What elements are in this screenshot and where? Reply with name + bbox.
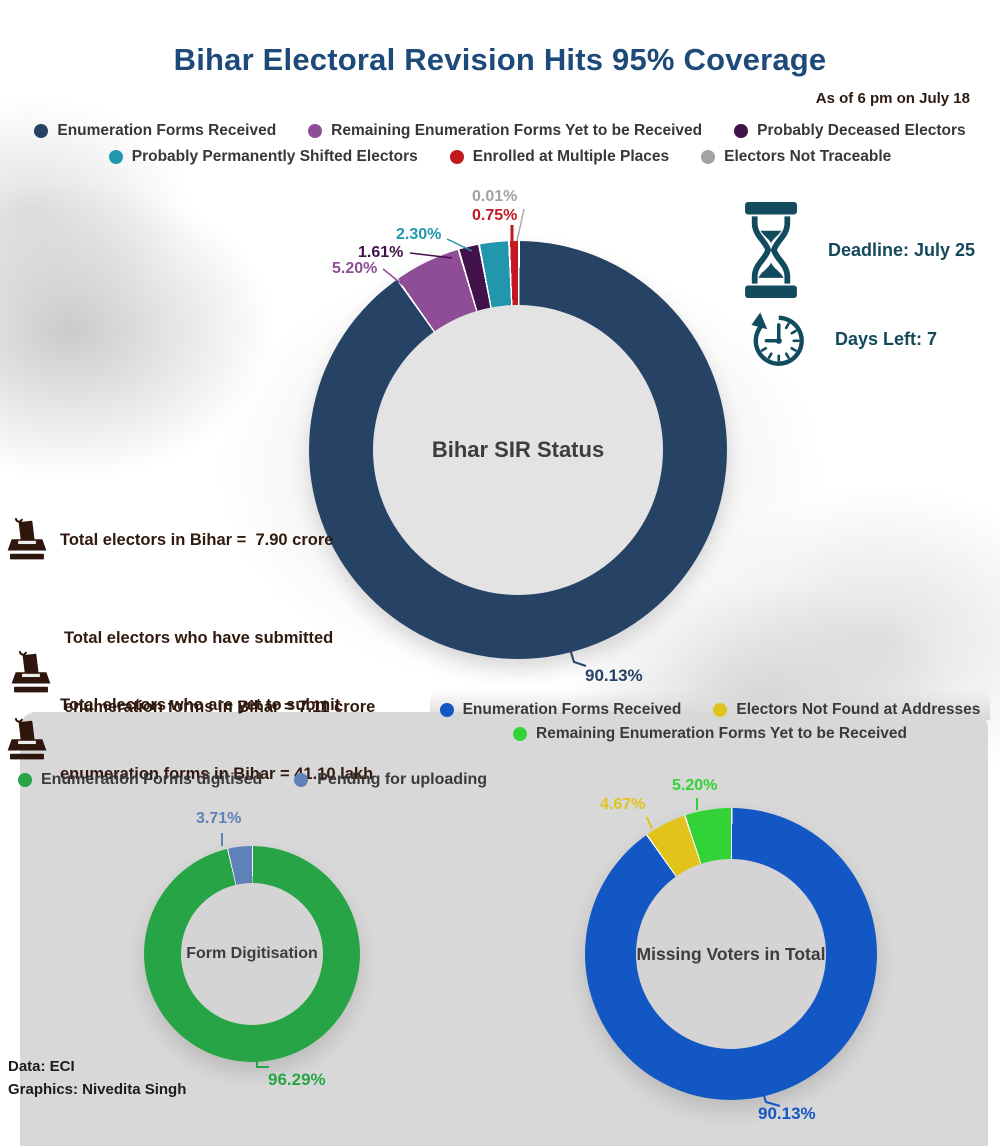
legend-item: Probably Deceased Electors: [734, 122, 966, 140]
slice-label-shifted: 2.30%: [396, 226, 442, 243]
chart-center-label: Form Digitisation: [186, 945, 318, 962]
legend-row: Enumeration Forms digitised Pending for …: [17, 771, 487, 789]
ballot-box-icon: [11, 650, 51, 693]
slice-label-remaining-forms: 5.20%: [672, 777, 718, 794]
slice-label-forms-received: 90.13%: [758, 1104, 816, 1123]
legend-dot: [34, 124, 49, 138]
legend-dot: [713, 703, 728, 717]
donut-hole: Missing Voters in Total: [636, 859, 826, 1049]
legend-label: Probably Deceased Electors: [757, 122, 966, 139]
donut-hole: Bihar SIR Status: [373, 305, 663, 595]
legend-item: Pending for uploading: [294, 771, 487, 789]
legend-row: Probably Permanently Shifted Electors En…: [0, 148, 1000, 166]
legend-dot: [17, 773, 32, 787]
digitisation-legend: Enumeration Forms digitised Pending for …: [17, 771, 487, 789]
legend-item: Enumeration Forms Received: [439, 701, 682, 719]
chart-center-label: Missing Voters in Total: [636, 943, 826, 964]
legend-label: Pending for uploading: [317, 771, 488, 788]
chart-center-label: Bihar SIR Status: [431, 437, 605, 462]
clock-countdown-icon: [751, 312, 804, 366]
deadline-callout: Deadline: July 25: [742, 202, 975, 298]
missing-voters-legend: Enumeration Forms Received Electors Not …: [430, 701, 990, 743]
legend-dot: [294, 773, 309, 787]
legend-label: Electors Not Traceable: [724, 148, 892, 165]
legend-label: Probably Permanently Shifted Electors: [131, 148, 418, 165]
main-chart-legend: Enumeration Forms Received Remaining Enu…: [0, 122, 1000, 166]
slice-label-not-found: 4.67%: [600, 796, 646, 813]
donut-hole: Form Digitisation: [181, 883, 323, 1025]
legend-label: Enumeration Forms digitised: [40, 771, 263, 788]
legend-item: Enrolled at Multiple Places: [449, 148, 670, 166]
hourglass-icon: [745, 202, 797, 298]
stat-pending-forms: Total electors who are yet to submit enu…: [6, 648, 373, 832]
legend-label: Enumeration Forms Received: [57, 122, 277, 139]
days-left-callout: Days Left: 7: [747, 306, 937, 372]
slice-label-not-traceable: 0.01%: [472, 188, 518, 205]
legend-dot: [701, 150, 716, 164]
legend-dot: [439, 703, 454, 717]
slice-label-remaining: 5.20%: [332, 260, 378, 277]
slice-label-digitised: 96.29%: [268, 1070, 326, 1089]
legend-row: Remaining Enumeration Forms Yet to be Re…: [430, 725, 990, 743]
slice-label-pending-upload: 3.71%: [196, 810, 242, 827]
ballot-box-icon: [7, 517, 47, 560]
legend-item: Electors Not Found at Addresses: [713, 701, 980, 719]
legend-item: Electors Not Traceable: [701, 148, 891, 166]
legend-item: Probably Permanently Shifted Electors: [108, 148, 418, 166]
deadline-label: Deadline: July 25: [828, 239, 976, 260]
legend-dot: [108, 150, 123, 164]
legend-dot: [513, 727, 528, 741]
legend-row: Enumeration Forms Received Remaining Enu…: [0, 122, 1000, 140]
stat-total-electors: Total electors in Bihar = 7.90 crore: [6, 516, 333, 564]
stat-line: Total electors who have submitted: [64, 629, 334, 647]
stat-line: Total electors who are yet to submit: [60, 696, 341, 714]
days-left-label: Days Left: 7: [835, 328, 938, 349]
legend-label: Remaining Enumeration Forms Yet to be Re…: [536, 725, 907, 742]
ballot-box-icon: [7, 717, 47, 760]
donut-chart-missing-voters: Missing Voters in Total: [585, 808, 877, 1100]
donut-chart-bihar-sir-status: Bihar SIR Status: [309, 241, 727, 659]
legend-item: Enumeration Forms digitised: [17, 771, 263, 789]
legend-item: Remaining Enumeration Forms Yet to be Re…: [513, 725, 907, 743]
as-of-date: As of 6 pm on July 18: [815, 90, 970, 107]
stat-line: Total electors in Bihar = 7.90 crore: [60, 530, 334, 549]
legend-label: Enrolled at Multiple Places: [472, 148, 670, 165]
legend-label: Electors Not Found at Addresses: [736, 701, 981, 718]
slice-label-received: 90.13%: [585, 666, 643, 685]
graphics-credit: Graphics: Nivedita Singh: [8, 1081, 187, 1098]
slice-label-deceased: 1.61%: [358, 244, 404, 261]
legend-label: Remaining Enumeration Forms Yet to be Re…: [331, 122, 703, 139]
legend-row: Enumeration Forms Received Electors Not …: [430, 701, 990, 719]
legend-label: Enumeration Forms Received: [462, 701, 682, 718]
stat-line: enumeration forms in Bihar = 7.11 crore: [64, 698, 376, 716]
page-title: Bihar Electoral Revision Hits 95% Covera…: [173, 42, 827, 77]
stat-submitted-forms: Total electors who have submitted enumer…: [10, 581, 375, 765]
data-source: Data: ECI: [8, 1058, 75, 1075]
legend-dot: [449, 150, 464, 164]
slice-label-multiple-places: 0.75%: [472, 207, 518, 224]
legend-dot: [734, 124, 749, 138]
legend-dot: [308, 124, 323, 138]
donut-chart-form-digitisation: Form Digitisation: [144, 846, 360, 1062]
legend-item: Enumeration Forms Received: [34, 122, 276, 140]
legend-item: Remaining Enumeration Forms Yet to be Re…: [308, 122, 702, 140]
